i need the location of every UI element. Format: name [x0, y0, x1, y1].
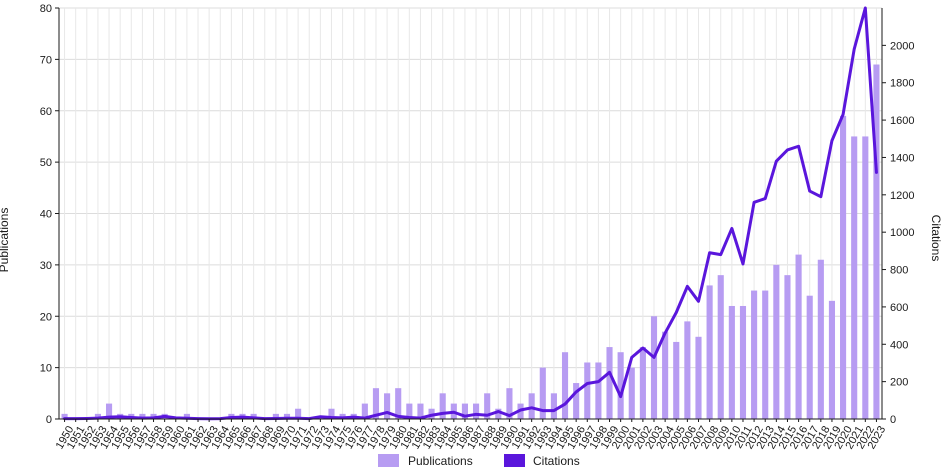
bar-publications-2007 [695, 336, 702, 419]
right-tick-label: 200 [890, 377, 908, 389]
legend-item-publications[interactable]: Publications [378, 454, 473, 468]
bar-publications-1990 [506, 388, 513, 419]
bar-publications-1984 [439, 393, 446, 419]
bar-publications-2023 [873, 64, 880, 419]
bar-publications-2009 [717, 275, 724, 419]
bar-publications-1950 [61, 413, 68, 419]
bar-publications-2020 [840, 115, 847, 419]
bar-publications-2003 [650, 316, 658, 419]
bar-publications-2019 [828, 300, 836, 419]
bar-publications-2002 [639, 347, 646, 419]
right-tick-label: 1000 [890, 227, 914, 239]
bar-publications-2016 [795, 254, 802, 419]
right-tick-label: 1200 [890, 190, 914, 202]
left-tick-label: 40 [40, 209, 52, 221]
bar-publications-1974 [328, 408, 335, 419]
legend-label-citations: Citations [533, 454, 580, 468]
bar-publications-2018 [817, 259, 824, 419]
right-tick-label: 0 [890, 414, 896, 426]
legend-swatch-citations [504, 454, 525, 467]
left-tick-label: 20 [40, 311, 52, 323]
bar-publications-2001 [628, 367, 635, 419]
bar-publications-2017 [806, 295, 813, 419]
bar-publications-1971 [295, 408, 302, 419]
left-tick-label: 60 [40, 106, 52, 118]
bar-publications-1988 [484, 393, 491, 419]
bar-publications-1994 [550, 393, 557, 419]
bar-publications-1993 [539, 367, 546, 419]
bar-publications-2000 [617, 352, 624, 419]
bar-publications-1996 [573, 383, 580, 419]
right-tick-label: 2000 [890, 40, 914, 52]
left-tick-label: 30 [40, 260, 52, 272]
legend-item-citations[interactable]: Citations [504, 454, 580, 468]
publications-bars [61, 64, 880, 419]
bar-publications-2021 [851, 136, 858, 419]
bar-publications-1969 [272, 413, 279, 419]
bar-publications-1981 [406, 403, 413, 419]
bar-publications-2005 [673, 341, 680, 419]
left-tick-label: 0 [46, 414, 52, 426]
bar-publications-1992 [528, 393, 535, 419]
bar-publications-1997 [584, 362, 591, 419]
legend: Publications Citations [378, 454, 580, 468]
x-axis-ticks: 1950195119521953195419551956195719581959… [54, 419, 888, 451]
left-tick-label: 80 [40, 3, 52, 15]
bar-publications-2014 [773, 264, 780, 419]
right-axis-ticks: 0 200 400 600 800 1000 1200 1400 1600 1800 2000 [882, 40, 914, 426]
bar-publications-1979 [384, 393, 391, 419]
bar-publications-2006 [684, 321, 691, 419]
bar-publications-1977 [361, 403, 368, 419]
bar-publications-2015 [784, 275, 791, 419]
bar-publications-1953 [94, 413, 101, 419]
bar-publications-1982 [417, 403, 424, 419]
bar-publications-1970 [283, 413, 291, 419]
bar-publications-2012 [751, 290, 758, 419]
right-tick-label: 1800 [890, 78, 914, 90]
legend-label-publications: Publications [408, 454, 473, 468]
bar-publications-1998 [595, 362, 602, 419]
bar-publications-1986 [461, 403, 468, 419]
bar-publications-2004 [662, 331, 669, 419]
bar-publications-1954 [105, 403, 113, 419]
right-tick-label: 1600 [890, 115, 914, 127]
bar-publications-2011 [739, 305, 747, 419]
left-tick-label: 10 [40, 363, 52, 375]
legend-swatch-publications [378, 454, 399, 467]
right-tick-label: 600 [890, 302, 908, 314]
bar-publications-2008 [706, 285, 713, 419]
bar-publications-1995 [561, 352, 569, 419]
left-axis-ticks: 0 10 20 30 40 50 60 70 80 [40, 3, 59, 426]
bar-publications-1989 [495, 408, 502, 419]
right-tick-label: 800 [890, 265, 908, 277]
bar-publications-1961 [183, 413, 190, 419]
left-tick-label: 70 [40, 54, 52, 66]
gridlines [59, 7, 882, 420]
left-tick-label: 50 [40, 157, 52, 169]
bar-publications-2010 [728, 305, 735, 419]
bar-publications-1999 [606, 347, 613, 419]
bar-publications-1980 [395, 388, 402, 419]
bar-publications-1978 [372, 388, 380, 419]
left-axis-title: Publications [0, 208, 11, 273]
bar-publications-1987 [473, 403, 480, 419]
right-tick-label: 1400 [890, 152, 914, 164]
right-tick-label: 400 [890, 339, 908, 351]
right-axis-title: Citations [929, 215, 943, 262]
bar-publications-1957 [139, 413, 146, 419]
bar-publications-2013 [762, 290, 769, 419]
bar-publications-2022 [862, 136, 869, 419]
